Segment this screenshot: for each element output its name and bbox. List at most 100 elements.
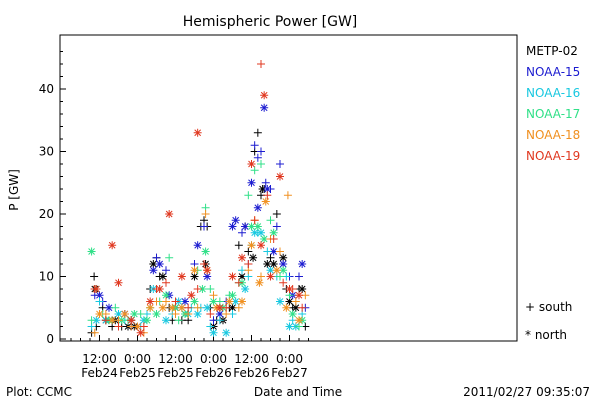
- data-point-south: [276, 247, 285, 256]
- data-point-north: [228, 272, 237, 281]
- data-point-south: [266, 216, 275, 225]
- data-point-south: [174, 316, 183, 325]
- x-tick-time-label: 12:00: [82, 352, 117, 366]
- data-point-south: [114, 322, 123, 331]
- legend-entry: NOAA-18: [526, 128, 580, 142]
- data-point-north: [155, 285, 164, 293]
- data-point-north: [190, 272, 199, 281]
- data-point-south: [209, 291, 218, 300]
- data-point-north: [247, 160, 256, 168]
- data-point-north: [127, 316, 136, 325]
- footer-timestamp: 2011/02/27 09:35:07: [463, 385, 590, 399]
- data-point-north: [238, 297, 247, 306]
- marker-legend: + south * north: [525, 300, 572, 342]
- data-point-north: [228, 291, 237, 300]
- data-point-north: [276, 172, 285, 181]
- data-point-south: [253, 153, 262, 162]
- data-point-south: [266, 253, 275, 262]
- y-axis: 0 10 20 30 40: [39, 51, 66, 346]
- data-point-north: [260, 91, 269, 100]
- data-point-north: [177, 272, 186, 281]
- y-axis-label: P [GW]: [7, 169, 21, 211]
- data-point-north: [257, 241, 266, 250]
- data-point-south: [253, 128, 262, 137]
- data-point-north: [155, 260, 164, 268]
- data-point-south: [101, 316, 110, 325]
- y-tick-label: 30: [39, 145, 54, 159]
- data-point-south: [111, 303, 120, 312]
- x-tick-date-label: Feb26: [233, 366, 270, 380]
- data-point-north: [136, 328, 145, 337]
- data-point-south: [90, 272, 99, 281]
- data-point-south: [234, 278, 243, 287]
- data-point-north: [257, 228, 266, 237]
- data-point-north: [149, 266, 158, 275]
- data-point-north: [158, 272, 167, 281]
- data-point-north: [168, 303, 177, 312]
- data-point-south: [206, 322, 215, 331]
- data-point-south: [171, 297, 180, 306]
- legend-entry: NOAA-16: [526, 86, 580, 100]
- data-point-north: [269, 228, 278, 237]
- data-point-north: [247, 178, 256, 187]
- data-point-south: [244, 247, 253, 256]
- data-point-north: [146, 297, 155, 306]
- x-tick-time-label: 12:00: [234, 352, 269, 366]
- data-point-south: [263, 191, 272, 200]
- data-point-north: [181, 297, 190, 306]
- data-point-north: [288, 310, 297, 318]
- data-points: [87, 60, 310, 337]
- data-point-south: [200, 260, 209, 268]
- data-point-north: [95, 291, 104, 300]
- x-tick-time-label: 0:00: [276, 352, 303, 366]
- x-tick-date-label: Feb25: [119, 366, 156, 380]
- legend-entry: NOAA-17: [526, 107, 580, 121]
- legend-entry: NOAA-15: [526, 65, 580, 79]
- data-point-south: [238, 228, 247, 237]
- data-point-south: [298, 303, 307, 312]
- data-point-north: [193, 241, 202, 250]
- data-point-north: [225, 297, 234, 306]
- data-point-north: [261, 197, 270, 206]
- data-point-north: [198, 285, 207, 293]
- data-point-south: [283, 191, 292, 200]
- data-point-north: [193, 128, 202, 137]
- data-point-south: [250, 216, 259, 225]
- data-point-north: [209, 328, 218, 337]
- y-tick-label: 40: [39, 82, 54, 96]
- x-axis: 12:00Feb240:00Feb2512:00Feb250:00Feb2612…: [70, 335, 310, 380]
- data-point-north: [247, 241, 256, 250]
- data-point-south: [295, 272, 304, 281]
- data-point-north: [215, 303, 224, 312]
- marker-legend-entry: + south: [525, 300, 572, 314]
- data-point-south: [279, 278, 288, 287]
- x-tick-date-label: Feb26: [195, 366, 232, 380]
- legend-entry: NOAA-19: [526, 149, 580, 163]
- data-point-north: [105, 303, 114, 312]
- data-point-north: [272, 266, 281, 275]
- x-tick-time-label: 0:00: [200, 352, 227, 366]
- data-point-north: [187, 291, 196, 300]
- data-point-south: [139, 322, 148, 331]
- data-point-south: [244, 191, 253, 200]
- footer-x-axis-title: Date and Time: [254, 385, 342, 399]
- data-point-south: [272, 222, 281, 231]
- data-point-south: [291, 297, 300, 306]
- data-point-north: [114, 278, 123, 287]
- data-point-north: [238, 253, 247, 262]
- data-point-north: [255, 278, 264, 287]
- data-point-north: [276, 297, 285, 306]
- data-point-north: [120, 310, 129, 318]
- data-point-south: [87, 316, 96, 325]
- data-point-south: [200, 222, 209, 231]
- data-point-north: [241, 285, 250, 293]
- data-point-north: [231, 216, 240, 225]
- data-point-south: [276, 160, 285, 168]
- data-point-north: [165, 210, 174, 218]
- data-point-south: [257, 160, 266, 168]
- data-point-south: [162, 278, 171, 287]
- data-point-south: [234, 303, 243, 312]
- data-point-north: [152, 310, 161, 318]
- data-point-north: [92, 285, 101, 293]
- data-point-north: [249, 253, 258, 262]
